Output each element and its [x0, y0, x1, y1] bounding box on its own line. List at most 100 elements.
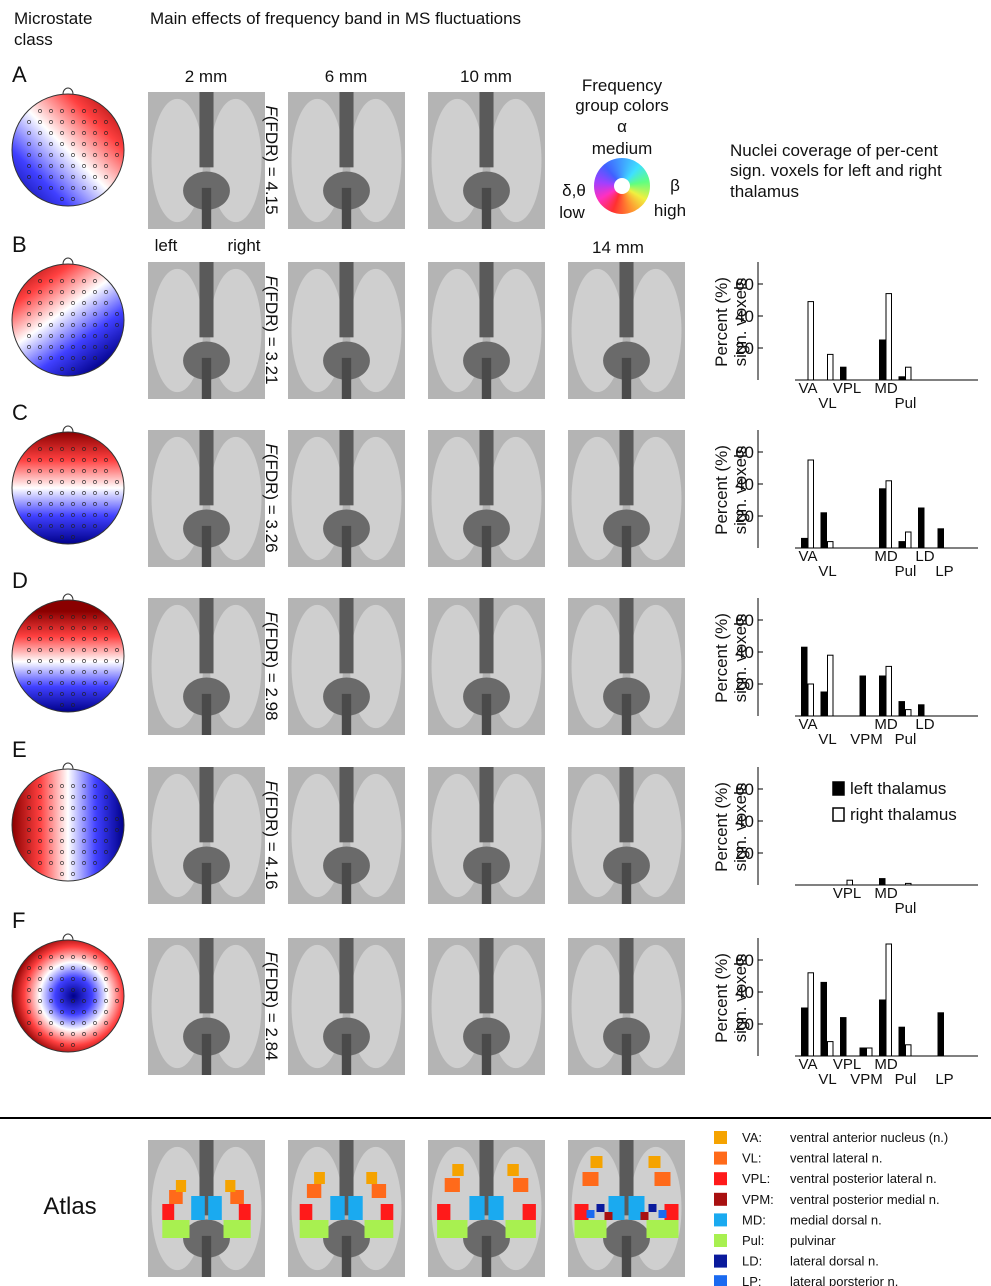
- f-text: (FDR) = 2.98: [262, 622, 281, 721]
- x-tick-label: VPL: [833, 380, 861, 397]
- atlas-region: [469, 1196, 484, 1220]
- slice-stem: [622, 694, 631, 735]
- f-label: F(FDR) = 3.26: [262, 443, 281, 552]
- y-tick-label: 20: [735, 844, 754, 863]
- figure-title: Main effects of frequency band in MS flu…: [150, 9, 521, 28]
- slice-stem: [482, 863, 491, 904]
- column-label: 14 mm: [592, 238, 644, 257]
- coverage-title: thalamus: [730, 182, 799, 201]
- slice-stem: [202, 358, 211, 399]
- slice-ventricle: [619, 430, 633, 505]
- atlas-region: [583, 1172, 599, 1186]
- brain-slice: [568, 767, 685, 904]
- topomap: [12, 264, 124, 376]
- brain-slice: [428, 938, 545, 1075]
- x-tick-label: VPM: [850, 731, 883, 748]
- brain-slice: [568, 262, 685, 399]
- bar: [938, 1013, 944, 1056]
- column-label: 2 mm: [185, 67, 228, 86]
- atlas-region: [191, 1196, 205, 1220]
- slice-stem: [202, 188, 211, 229]
- slice-stem: [622, 358, 631, 399]
- y-tick-label: 20: [735, 339, 754, 358]
- atlas-region: [575, 1220, 607, 1238]
- topomap: [12, 94, 124, 206]
- atlas-region: [437, 1204, 450, 1220]
- legend-label: right thalamus: [850, 805, 957, 824]
- x-tick-label: VL: [818, 563, 836, 580]
- bar: [860, 1048, 866, 1056]
- atlas-name: lateral dorsal n.: [790, 1254, 879, 1269]
- low-label: low: [559, 203, 585, 222]
- atlas-region: [575, 1204, 589, 1220]
- atlas-region: [445, 1178, 460, 1192]
- bar: [841, 1018, 847, 1056]
- slice-stem: [202, 1236, 211, 1277]
- atlas-region: [300, 1204, 313, 1220]
- atlas-abbr: VPL:: [742, 1171, 770, 1186]
- alpha-label: α: [617, 117, 627, 136]
- color-wheel: [594, 158, 650, 214]
- bar: [802, 1008, 808, 1056]
- x-tick-label: VL: [818, 1071, 836, 1088]
- atlas-region: [330, 1196, 344, 1220]
- atlas-name: lateral porsterior n.: [790, 1274, 898, 1286]
- atlas-region: [208, 1196, 222, 1220]
- atlas-region: [366, 1172, 377, 1184]
- atlas-region: [597, 1204, 605, 1212]
- bar: [906, 710, 912, 716]
- atlas-region: [507, 1164, 518, 1176]
- brain-slice: [568, 938, 685, 1075]
- atlas-region: [452, 1164, 463, 1176]
- atlas-abbr: MD:: [742, 1212, 766, 1227]
- hemisphere-label: left: [155, 236, 178, 255]
- brain-slice: [148, 92, 265, 229]
- x-tick-label: Pul: [895, 731, 917, 748]
- y-tick-label: 60: [735, 780, 754, 799]
- slice-stem: [482, 526, 491, 567]
- bar: [821, 513, 827, 548]
- atlas-abbr: VA:: [742, 1130, 762, 1145]
- hemisphere-label: right: [227, 236, 260, 255]
- bar: [821, 982, 827, 1056]
- y-axis-label: Percent (%): [712, 613, 731, 703]
- atlas-region: [348, 1196, 362, 1220]
- topomap: [12, 940, 124, 1052]
- slice-ventricle: [199, 92, 213, 167]
- slice-stem: [622, 1034, 631, 1075]
- bar: [860, 676, 866, 716]
- f-label: F(FDR) = 2.84: [262, 951, 281, 1060]
- y-tick-label: 20: [735, 507, 754, 526]
- x-tick-label: Pul: [895, 563, 917, 580]
- atlas-abbr: Pul:: [742, 1233, 764, 1248]
- slice-ventricle: [479, 92, 493, 167]
- atlas-region: [176, 1180, 186, 1192]
- atlas-region: [239, 1204, 251, 1220]
- figure: Microstate class Main effects of frequen…: [0, 0, 991, 1286]
- coverage-title: sign. voxels for left and right: [730, 161, 942, 180]
- bar: [808, 684, 814, 716]
- class-label: class: [14, 30, 53, 49]
- slice-ventricle: [479, 430, 493, 505]
- y-tick-label: 40: [735, 812, 754, 831]
- slice-ventricle: [339, 767, 353, 842]
- y-axis-label: Percent (%): [712, 277, 731, 367]
- atlas-region: [372, 1184, 386, 1198]
- atlas-swatch: [714, 1152, 727, 1165]
- slice-stem: [202, 863, 211, 904]
- slice-ventricle: [339, 938, 353, 1013]
- x-tick-label: LP: [935, 1071, 953, 1088]
- slice-stem: [202, 694, 211, 735]
- brain-slice: [568, 598, 685, 735]
- atlas-region: [314, 1172, 325, 1184]
- x-tick-label: VA: [799, 548, 818, 565]
- row-label: B: [12, 232, 27, 257]
- legend-title: Frequency: [582, 76, 663, 95]
- slice-ventricle: [619, 938, 633, 1013]
- atlas-swatch: [714, 1234, 727, 1247]
- y-tick-label: 60: [735, 951, 754, 970]
- row-label: A: [12, 62, 27, 87]
- slice-stem: [342, 863, 351, 904]
- x-tick-label: VPM: [850, 1071, 883, 1088]
- y-tick-label: 40: [735, 475, 754, 494]
